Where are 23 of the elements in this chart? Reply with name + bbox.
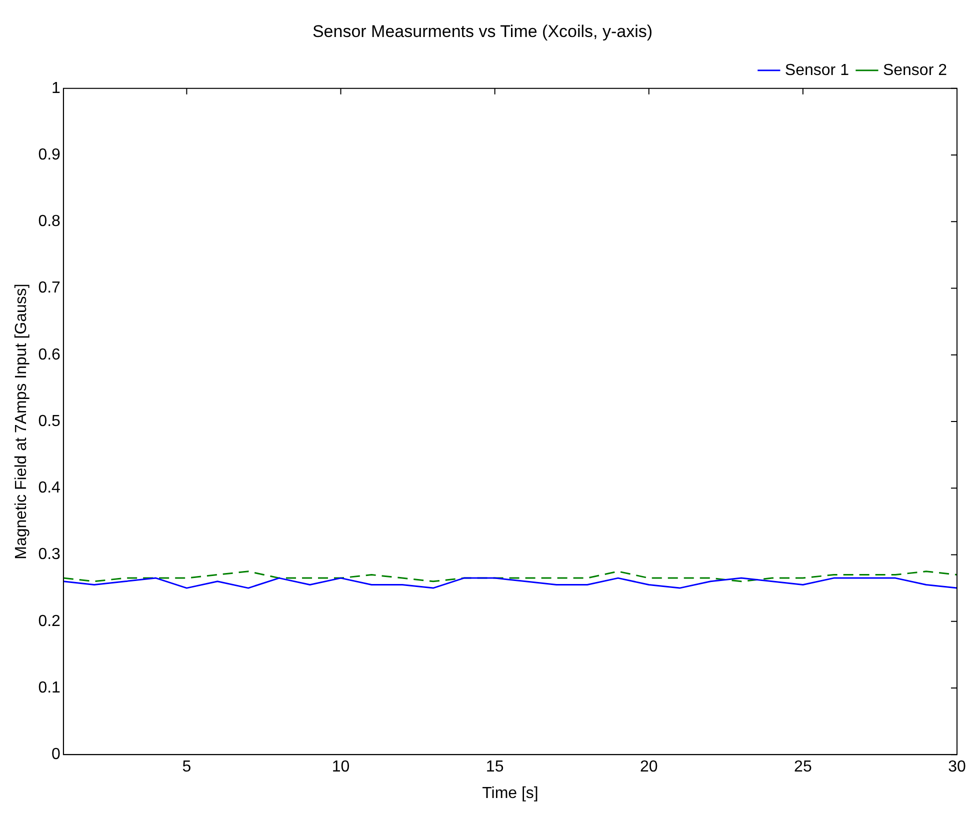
y-tick-label: 0.4 [38,480,61,497]
x-tick-label: 25 [794,758,812,776]
x-tick-label: 15 [486,758,504,776]
x-tick-label: 20 [640,758,658,776]
y-tick-label: 0.6 [38,346,61,364]
x-axis-title: Time [s] [482,784,538,802]
y-tick-label: 0.8 [38,213,61,230]
chart-title: Sensor Measurments vs Time (Xcoils, y-axis) [312,22,653,41]
x-tick-label: 5 [182,758,192,776]
y-tick-label: 0.5 [38,412,61,430]
legend-label: Sensor 1 [784,62,850,79]
y-axis-title: Magnetic Field at 7Amps Input [Gauss] [13,284,30,560]
y-tick-label: 0.3 [38,546,61,564]
y-tick-label: 0.1 [38,679,61,696]
y-tick-label: 0.2 [38,612,61,630]
y-tick-label: 0.7 [38,280,61,297]
x-tick-label: 30 [948,758,966,776]
line-series [63,570,957,582]
y-tick-label: 0 [52,746,61,764]
y-tick-label: 1 [52,80,61,97]
y-tick-label: 0.9 [38,146,61,164]
x-tick-label: 10 [332,758,350,776]
legend-label: Sensor 2 [882,62,948,79]
